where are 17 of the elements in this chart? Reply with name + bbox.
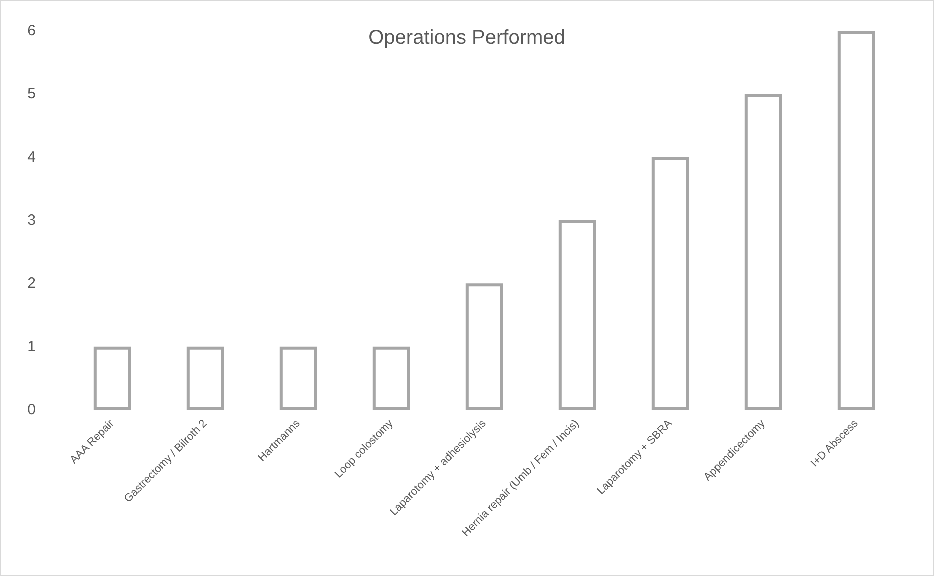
bar — [466, 284, 504, 410]
y-tick-label: 0 — [28, 402, 36, 418]
y-tick-label: 2 — [28, 275, 36, 292]
bar — [744, 94, 782, 410]
bar — [372, 346, 410, 410]
bar — [94, 346, 132, 410]
bar — [280, 346, 318, 410]
y-tick-label: 4 — [28, 148, 36, 166]
bar — [652, 157, 690, 410]
y-tick-label: 5 — [28, 86, 36, 103]
y-tick-label: 6 — [28, 22, 36, 40]
chart-title: Operations Performed — [368, 27, 566, 49]
y-tick-label: 3 — [28, 212, 36, 229]
bar — [558, 220, 596, 410]
bar — [838, 31, 876, 410]
bar — [186, 346, 224, 410]
y-tick-label: 1 — [28, 338, 36, 356]
